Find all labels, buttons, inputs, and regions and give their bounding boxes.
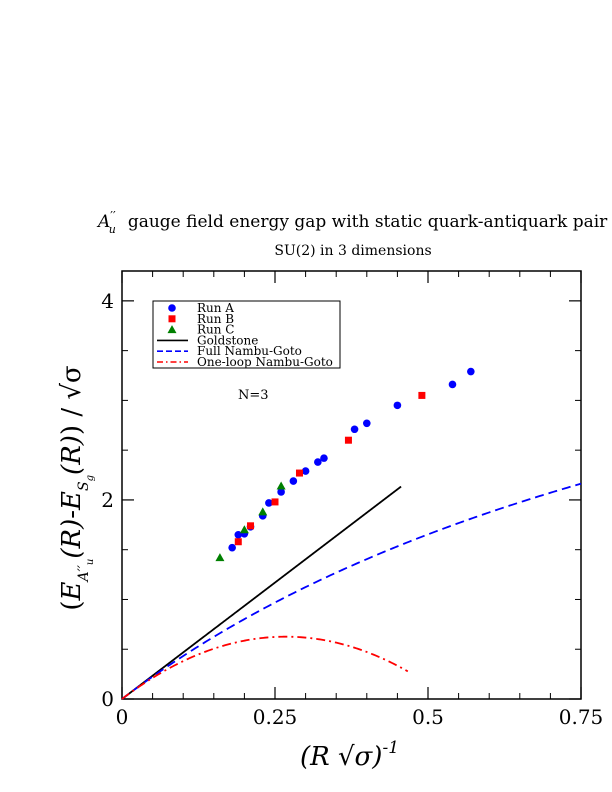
data-points	[215, 367, 475, 562]
one-loop-nambu-goto-line	[121, 635, 409, 700]
run-a-point	[301, 467, 310, 475]
full-nambu-goto-line	[121, 482, 582, 700]
title-symbol: A	[96, 212, 110, 232]
y-tick-label: 4	[101, 289, 114, 313]
run-c-point	[239, 525, 249, 534]
legend-label-run-c: Run C	[197, 323, 235, 337]
x-tick-label: 0.25	[253, 705, 298, 729]
run-a-point	[277, 488, 285, 496]
theory-curves	[121, 482, 582, 700]
legend-label-run-a: Run A	[197, 301, 234, 315]
legend-box	[152, 300, 341, 369]
annotation-n3: N=3	[238, 388, 269, 403]
run-b-point	[295, 469, 303, 477]
chart-subtitle: SU(2) in 3 dimensions	[274, 243, 431, 259]
y-tick-label: 2	[101, 488, 114, 512]
legend-swatch-run-b	[168, 315, 176, 323]
legend-swatch-run-c	[167, 325, 177, 334]
run-a-point	[467, 367, 475, 376]
legend-swatch-run-a	[168, 304, 176, 312]
run-c-point	[258, 507, 268, 516]
y-axis-label: (EA′′u(R)-ESg(R)) / √σ	[57, 365, 96, 610]
y-tick-label: 0	[101, 687, 114, 711]
title-symbol-sub: u	[109, 223, 116, 236]
goldstone-line	[121, 485, 402, 700]
chart-titles: A′′ u gauge field energy gap with static q…	[96, 209, 608, 259]
run-a-point	[393, 401, 402, 410]
run-b-point	[418, 391, 426, 399]
legend-label-one-loop-nambu-goto: One-loop Nambu-Goto	[197, 355, 333, 369]
run-c-point	[276, 481, 286, 490]
run-b-point	[271, 498, 279, 506]
legend-label-run-b: Run B	[197, 312, 234, 326]
x-tick-label: 0.75	[559, 705, 604, 729]
run-c-point	[215, 553, 225, 562]
axis-ticks: 0 0.25 0.5 0.75 0 2 4	[101, 271, 603, 729]
run-b-point	[344, 436, 352, 444]
title-text: gauge field energy gap with static quark…	[128, 212, 608, 232]
run-a-point	[320, 454, 328, 462]
run-b-point	[247, 522, 255, 530]
run-b-point	[234, 538, 242, 546]
run-a-point	[228, 543, 236, 552]
run-a-point	[350, 425, 359, 434]
x-tick-label: 0	[116, 705, 129, 729]
x-tick-label: 0.5	[412, 705, 444, 729]
legend-label-full-nambu-goto: Full Nambu-Goto	[197, 344, 302, 358]
run-a-point	[265, 499, 273, 507]
title-symbol-sup: ′′	[110, 209, 116, 223]
run-a-point	[289, 477, 298, 485]
run-a-point	[363, 419, 371, 428]
run-a-point	[448, 380, 457, 389]
chart-title: A′′ u gauge field energy gap with static q…	[96, 209, 608, 236]
y-axis-label-group: (EA′′u(R)-ESg(R)) / √σ	[57, 365, 96, 610]
legend-label-goldstone: Goldstone	[197, 333, 258, 347]
plot-area	[121, 270, 582, 700]
run-a-point	[314, 458, 322, 466]
plot-frame	[121, 270, 582, 700]
x-axis-label: (R √σ)-1	[300, 738, 399, 772]
